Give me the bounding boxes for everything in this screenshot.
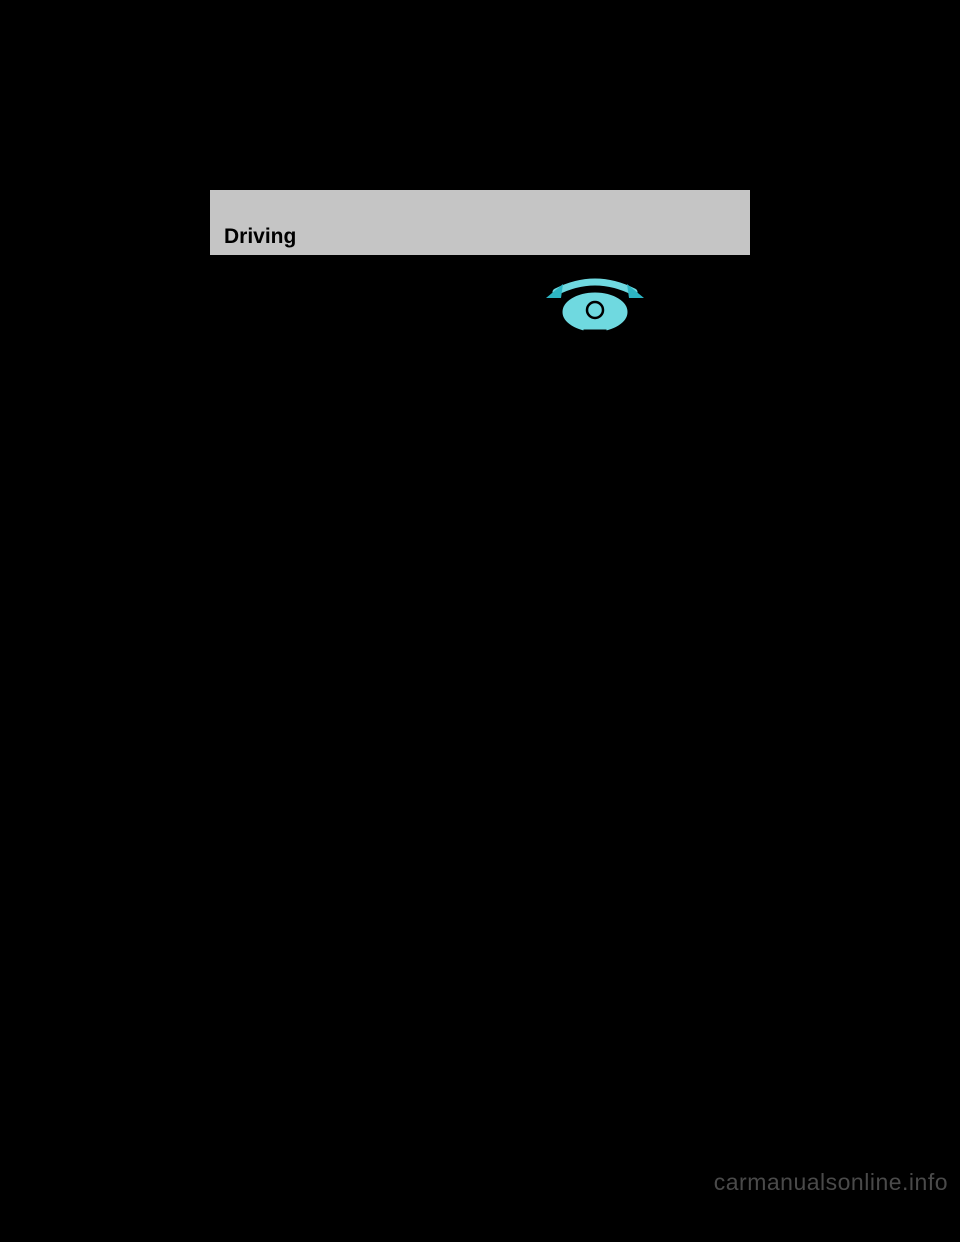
section-title: Driving: [224, 225, 296, 249]
ignition-key-diagram: [460, 270, 690, 450]
watermark-text: carmanualsonline.info: [714, 1169, 948, 1196]
bottom-connector: [582, 388, 608, 436]
ignition-cylinder: [510, 330, 638, 388]
section-header-bar: Driving: [210, 190, 750, 255]
arrow-right-icon: [627, 284, 644, 298]
key-head: [561, 291, 629, 333]
arrow-left-icon: [546, 284, 563, 298]
